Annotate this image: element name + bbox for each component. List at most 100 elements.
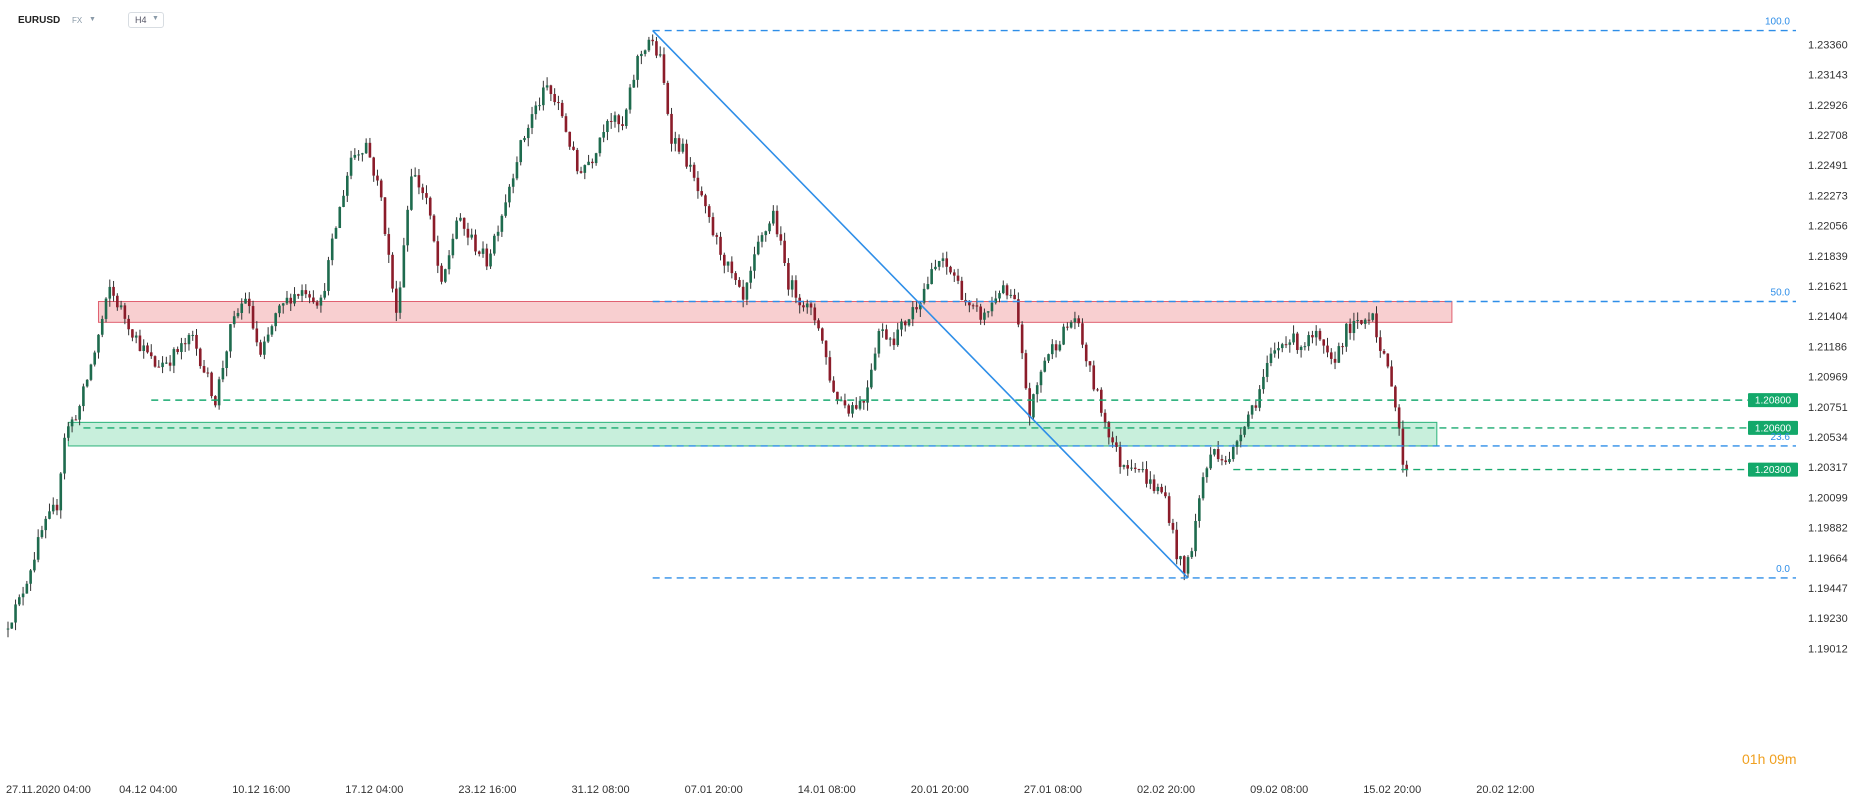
candle-body [1194,520,1197,552]
candle-body [157,366,161,368]
candle-body [402,245,406,288]
candle-body [1360,320,1363,324]
candle-body [319,297,323,306]
candle-body [1273,350,1277,354]
candle-body [779,234,783,241]
fibonacci-layer: 100.0 50.0 23.6 0.0 [652,17,1796,579]
candle-body [466,228,470,238]
candle-body [847,405,851,414]
candle-body [956,275,960,281]
candle-body [1269,353,1273,363]
x-tick-label: 17.12 04:00 [345,784,403,796]
candle-body [202,366,206,373]
candle-body [632,79,636,88]
candle-body [609,120,613,122]
candle-body [391,254,394,289]
candle-body [1111,437,1114,443]
candle-body [937,260,941,267]
candle-body [428,197,432,216]
candle-body [1258,389,1261,408]
candle-body [1179,556,1182,560]
candle-body [1292,333,1295,343]
candle-body [1288,342,1292,345]
candle-body [677,138,681,152]
candle-body [681,143,685,152]
candle-body [131,329,134,338]
candle-body [29,570,32,584]
candle-body [410,176,413,210]
candle-body [843,400,847,406]
candle-body [134,335,138,338]
candle-body [772,210,775,224]
candle-body [1100,389,1103,413]
candle-body [372,157,375,176]
market-label[interactable]: FX [72,16,83,25]
candle-body [1209,454,1212,469]
candle-body [1043,360,1047,372]
candle-body [1096,389,1099,391]
candle-body [82,386,85,407]
support-zone [67,421,1438,447]
candle-body [1107,422,1111,438]
candle-body [1092,365,1096,390]
candle-body [1017,299,1020,325]
candle-body [892,338,896,346]
candle-body [108,286,112,299]
level-badge [1748,393,1798,408]
candle-body [821,328,824,341]
candle-body [74,419,78,421]
candle-body [647,39,651,51]
candle-body [1201,477,1205,499]
market-chevron-down-icon[interactable]: ▼ [89,16,96,23]
candle-body [926,284,930,289]
candle-body [900,321,903,330]
candle-body [854,405,858,409]
candle-body [153,356,157,367]
candle-body [624,109,628,126]
candle-body [198,348,202,367]
resistance-zone [97,300,1453,323]
candle-body [523,138,526,141]
candle-body [711,217,715,236]
candle-body [862,400,866,403]
candle-body [25,583,29,594]
candle-body [346,175,349,196]
candle-body [817,320,820,329]
timeframe-select[interactable]: H4 ▼ [128,12,164,28]
candle-body [508,186,511,203]
candle-body [673,138,677,144]
candle-body [240,303,244,313]
candle-body [979,306,982,320]
candle-body [312,297,315,303]
timeframe-chevron-down-icon: ▼ [152,15,159,22]
candle-body [851,405,854,414]
candle-body [225,351,228,369]
candle-body [504,202,507,216]
symbol-label[interactable]: EURUSD [18,15,61,26]
candle-body [1224,460,1228,463]
candle-body [6,628,10,630]
candle-body [270,326,274,335]
candle-body [14,604,17,623]
candle-body [975,305,979,307]
fib-level-label: 100.0 [1765,17,1790,28]
candle-body [485,248,489,267]
candle-body [413,175,417,177]
candle-body [1077,318,1080,324]
y-tick-label: 1.23143 [1808,70,1848,82]
candle-body [1250,405,1254,415]
candle-body [40,530,44,538]
candle-body [1303,346,1307,348]
candle-body [1352,321,1356,334]
x-tick-label: 20.02 12:00 [1476,784,1534,796]
candle-body [545,85,549,88]
candle-body [1247,414,1250,427]
candle-body [764,231,768,236]
candle-body [1280,344,1284,349]
candle-body [557,102,560,104]
candle-body [1348,323,1352,334]
chart-toolbar: EURUSD FX ▼ H4 ▼ [0,0,400,36]
candle-body [775,210,779,235]
candle-body [1371,313,1375,320]
